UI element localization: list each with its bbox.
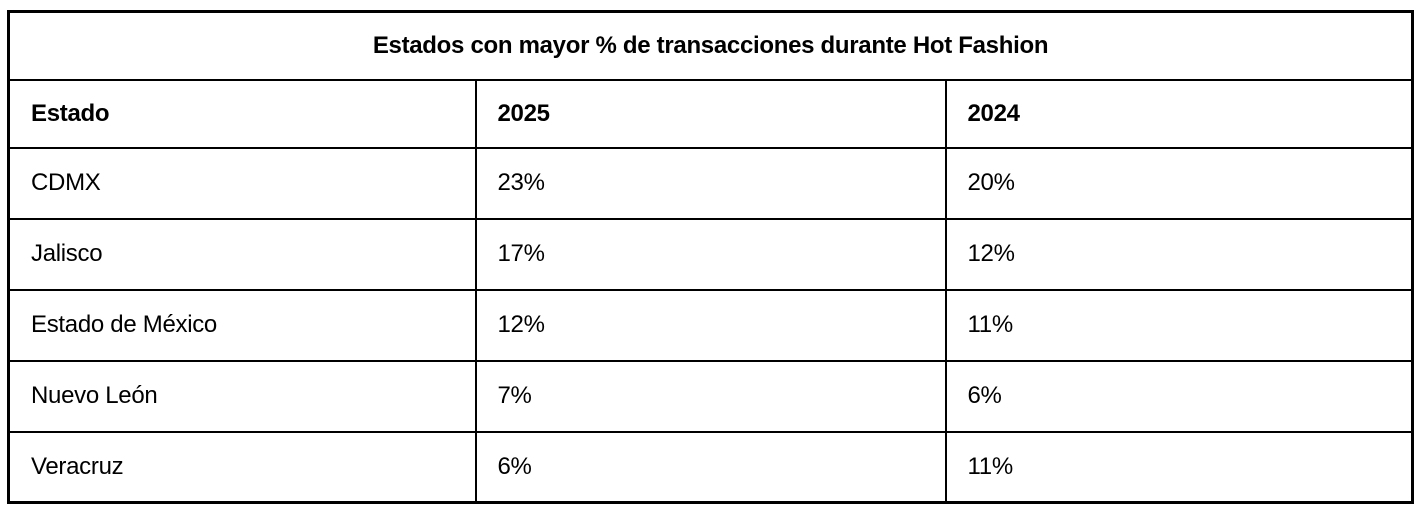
cell-2025: 6% (474, 430, 947, 504)
column-header-2025: 2025 (474, 78, 947, 149)
table-row: Estado de México 12% 11% (7, 288, 1414, 362)
column-header-estado: Estado (7, 78, 477, 149)
cell-estado: CDMX (7, 146, 477, 220)
cell-estado: Estado de México (7, 288, 477, 362)
cell-2025: 7% (474, 359, 947, 433)
cell-estado: Veracruz (7, 430, 477, 504)
table-title-row: Estados con mayor % de transacciones dur… (7, 10, 1414, 81)
table-row: Jalisco 17% 12% (7, 217, 1414, 291)
cell-2024: 20% (944, 146, 1414, 220)
cell-2024: 11% (944, 288, 1414, 362)
transactions-table: Estados con mayor % de transacciones dur… (7, 10, 1414, 504)
table-row: Nuevo León 7% 6% (7, 359, 1414, 433)
cell-2025: 23% (474, 146, 947, 220)
table-header-row: Estado 2025 2024 (7, 78, 1414, 149)
cell-2024: 6% (944, 359, 1414, 433)
table-title: Estados con mayor % de transacciones dur… (7, 10, 1414, 81)
cell-2025: 12% (474, 288, 947, 362)
table-row: Veracruz 6% 11% (7, 430, 1414, 504)
cell-estado: Jalisco (7, 217, 477, 291)
column-header-2024: 2024 (944, 78, 1414, 149)
cell-estado: Nuevo León (7, 359, 477, 433)
table-container: Estados con mayor % de transacciones dur… (7, 10, 1414, 504)
table-row: CDMX 23% 20% (7, 146, 1414, 220)
cell-2025: 17% (474, 217, 947, 291)
cell-2024: 11% (944, 430, 1414, 504)
cell-2024: 12% (944, 217, 1414, 291)
